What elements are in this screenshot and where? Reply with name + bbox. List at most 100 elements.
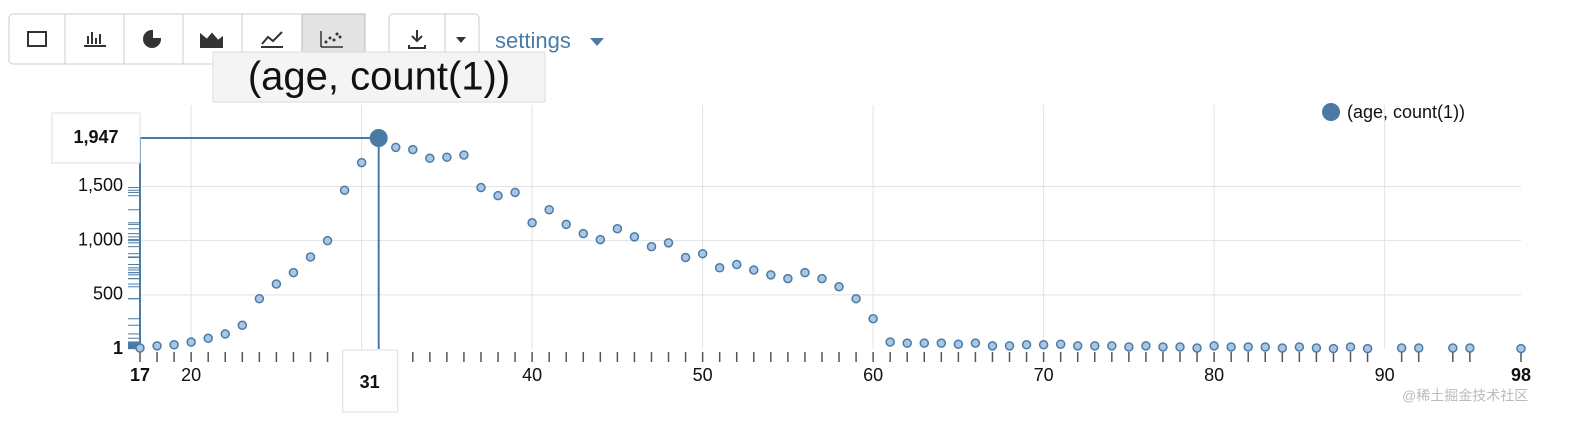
point xyxy=(680,252,691,263)
point xyxy=(1260,342,1271,352)
point xyxy=(902,338,912,348)
point xyxy=(1277,343,1288,353)
point xyxy=(1021,340,1032,350)
y-tick-label: 500 xyxy=(93,284,123,304)
point xyxy=(1158,342,1168,352)
point xyxy=(561,219,571,230)
point xyxy=(510,187,520,198)
legend-label: (age, count(1)) xyxy=(1347,102,1465,122)
x-tick-label: 20 xyxy=(181,365,201,385)
point xyxy=(1362,343,1373,354)
point xyxy=(1226,342,1236,352)
point xyxy=(408,144,418,155)
point xyxy=(595,234,606,245)
settings-caret[interactable] xyxy=(590,38,604,46)
download-icon[interactable] xyxy=(408,30,426,49)
point xyxy=(390,142,401,153)
point xyxy=(1004,341,1015,351)
point xyxy=(851,293,861,304)
point xyxy=(800,267,810,278)
x-tick-label: 90 xyxy=(1375,365,1395,385)
x-tick-label: 40 xyxy=(522,365,542,385)
point xyxy=(1192,343,1202,353)
bar-icon[interactable] xyxy=(84,32,106,47)
line-icon[interactable] xyxy=(261,31,283,48)
point xyxy=(783,273,793,284)
x-tick-label: 80 xyxy=(1204,365,1224,385)
point xyxy=(1243,342,1253,352)
point xyxy=(322,235,333,246)
y-hover-box xyxy=(51,112,141,164)
point xyxy=(731,259,742,270)
point xyxy=(1175,342,1185,352)
point xyxy=(442,152,452,162)
point xyxy=(817,273,827,284)
point xyxy=(919,338,930,348)
y-tick-label: 1,947 xyxy=(73,127,118,147)
settings-link[interactable]: settings xyxy=(495,28,571,53)
x-tick-label: 98 xyxy=(1511,365,1531,385)
x-tick-label: 17 xyxy=(130,365,150,385)
dropdown-caret[interactable] xyxy=(456,37,466,43)
y-tick-label: 1,000 xyxy=(78,229,123,249)
x-hover-box xyxy=(342,349,399,413)
point xyxy=(663,238,674,248)
point xyxy=(254,293,265,304)
area-icon[interactable] xyxy=(200,32,223,48)
y-tick-label: 1,500 xyxy=(78,175,123,195)
point xyxy=(1038,340,1049,350)
point xyxy=(834,282,844,292)
pie-icon[interactable] xyxy=(143,29,162,48)
point xyxy=(629,232,640,242)
point xyxy=(885,337,895,347)
table-icon[interactable] xyxy=(27,31,47,47)
point xyxy=(953,339,964,349)
point xyxy=(714,263,725,273)
scatter-icon[interactable] xyxy=(320,31,343,48)
point xyxy=(1209,341,1219,351)
point xyxy=(459,150,469,160)
point xyxy=(544,205,554,215)
point xyxy=(425,153,435,164)
point xyxy=(1345,342,1356,352)
point xyxy=(1396,343,1407,353)
point xyxy=(1107,341,1117,351)
point xyxy=(1124,342,1134,352)
point xyxy=(749,265,759,275)
point xyxy=(203,333,213,344)
point xyxy=(527,218,537,228)
tooltip-box xyxy=(212,51,546,103)
point xyxy=(987,341,998,351)
point xyxy=(1413,343,1424,353)
x-hover-label: 31 xyxy=(360,372,380,392)
point xyxy=(1055,339,1066,349)
tooltip-label: (age, count(1)) xyxy=(248,55,510,99)
watermark: @稀土掘金技术社区 xyxy=(1402,388,1528,404)
point xyxy=(1465,343,1475,353)
point xyxy=(237,320,248,331)
point xyxy=(1448,343,1458,353)
point xyxy=(1141,341,1151,351)
point xyxy=(186,337,196,347)
point xyxy=(1311,343,1322,353)
point xyxy=(646,241,657,252)
point xyxy=(220,329,230,339)
point xyxy=(169,340,179,350)
point xyxy=(612,224,623,234)
point xyxy=(697,248,708,259)
point xyxy=(1072,341,1083,351)
point xyxy=(493,190,503,201)
highlight-point xyxy=(369,129,388,147)
x-tick-label: 70 xyxy=(1034,365,1054,385)
point xyxy=(305,252,316,262)
point xyxy=(356,157,367,168)
y-tick-label: 1 xyxy=(113,338,123,358)
point xyxy=(135,343,145,353)
point xyxy=(476,182,486,193)
point xyxy=(271,279,282,289)
point xyxy=(1516,343,1526,354)
point xyxy=(970,338,981,348)
point xyxy=(936,338,947,348)
